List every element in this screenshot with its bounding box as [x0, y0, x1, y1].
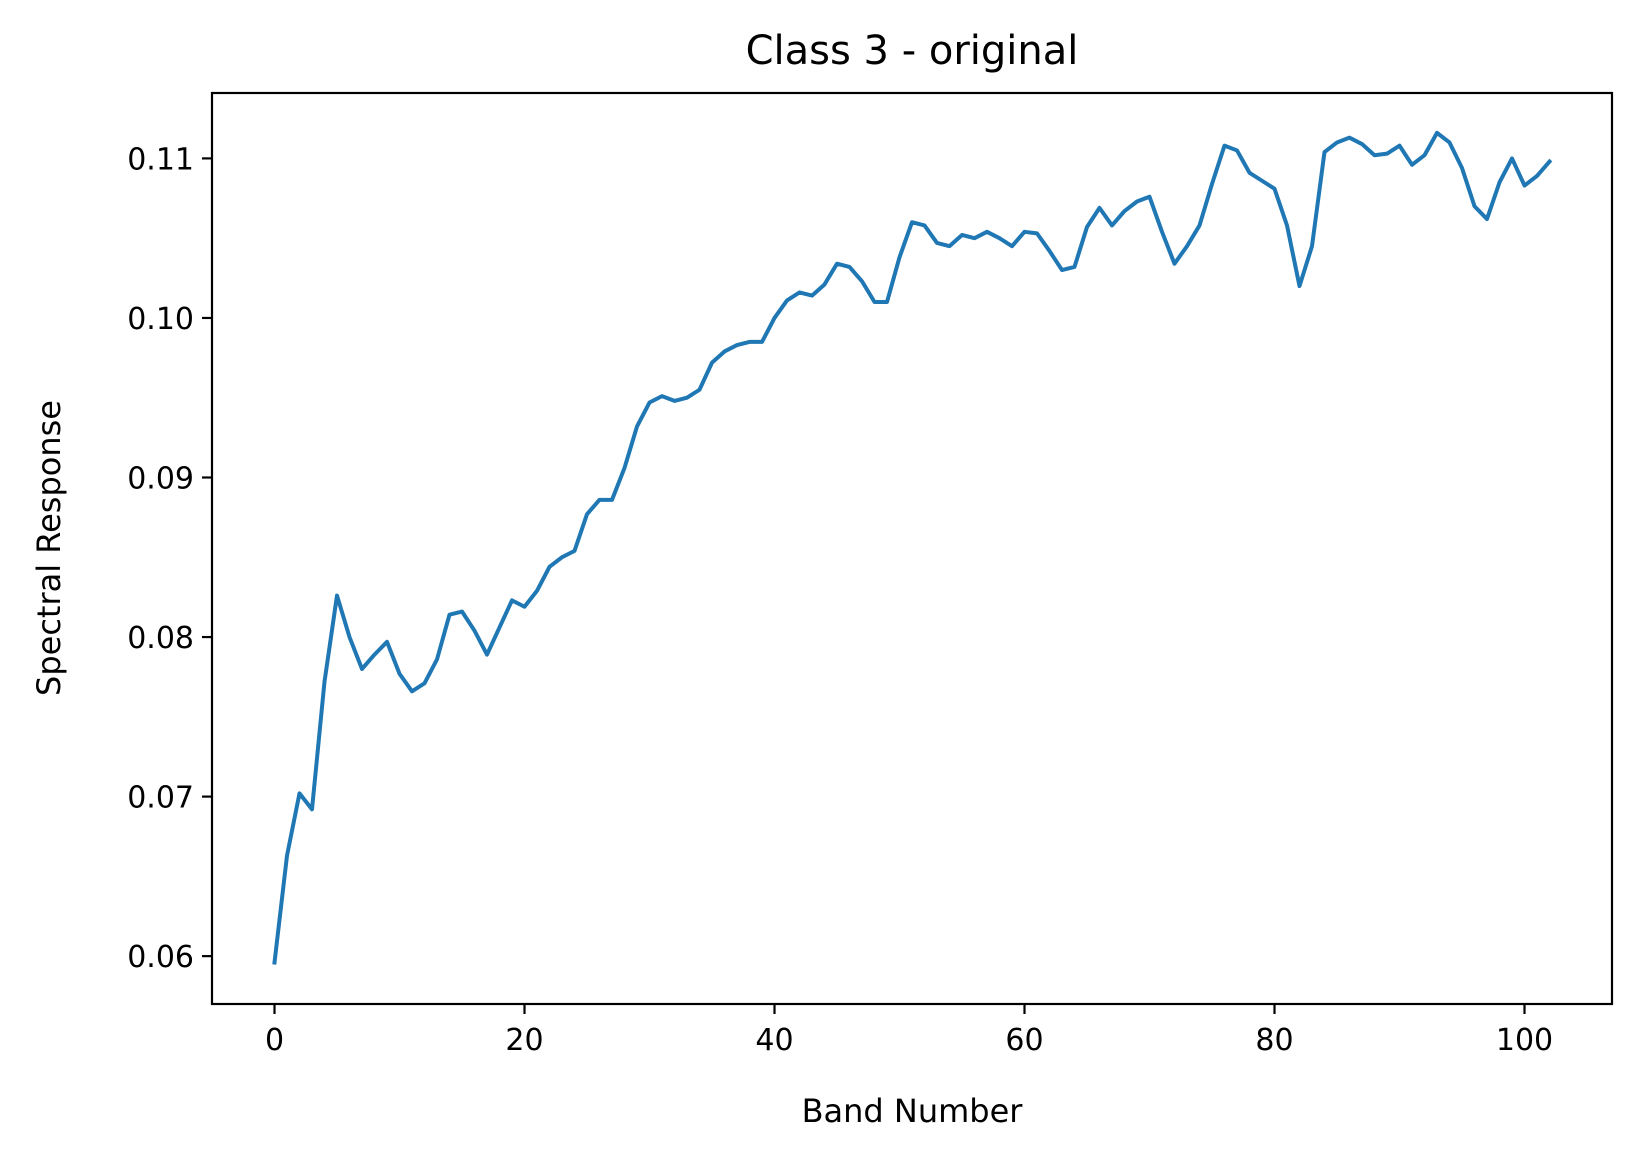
series-line [272, 130, 1553, 965]
y-tick-label: 0.06 [127, 940, 194, 975]
y-tick-label: 0.07 [127, 781, 194, 816]
x-tick-label: 60 [1005, 1023, 1043, 1058]
chart-title: Class 3 - original [746, 28, 1079, 74]
x-tick-label: 40 [755, 1023, 793, 1058]
x-tick-label: 100 [1496, 1023, 1553, 1058]
y-tick-label: 0.11 [127, 142, 194, 177]
x-tick-label: 20 [505, 1023, 543, 1058]
x-tick-label: 0 [265, 1023, 284, 1058]
plot-series [272, 130, 1553, 965]
y-axis-ticks: 0.06 0.07 0.08 0.09 0.10 0.11 [127, 142, 212, 975]
x-axis-label: Band Number [802, 1092, 1024, 1130]
x-axis-ticks: 0 20 40 60 80 100 [265, 1004, 1553, 1058]
y-tick-label: 0.09 [127, 462, 194, 497]
y-axis-label: Spectral Response [30, 400, 68, 696]
y-tick-label: 0.10 [127, 302, 194, 337]
x-tick-label: 80 [1255, 1023, 1293, 1058]
plot-area-frame [210, 91, 1614, 1006]
y-tick-label: 0.08 [127, 621, 194, 656]
